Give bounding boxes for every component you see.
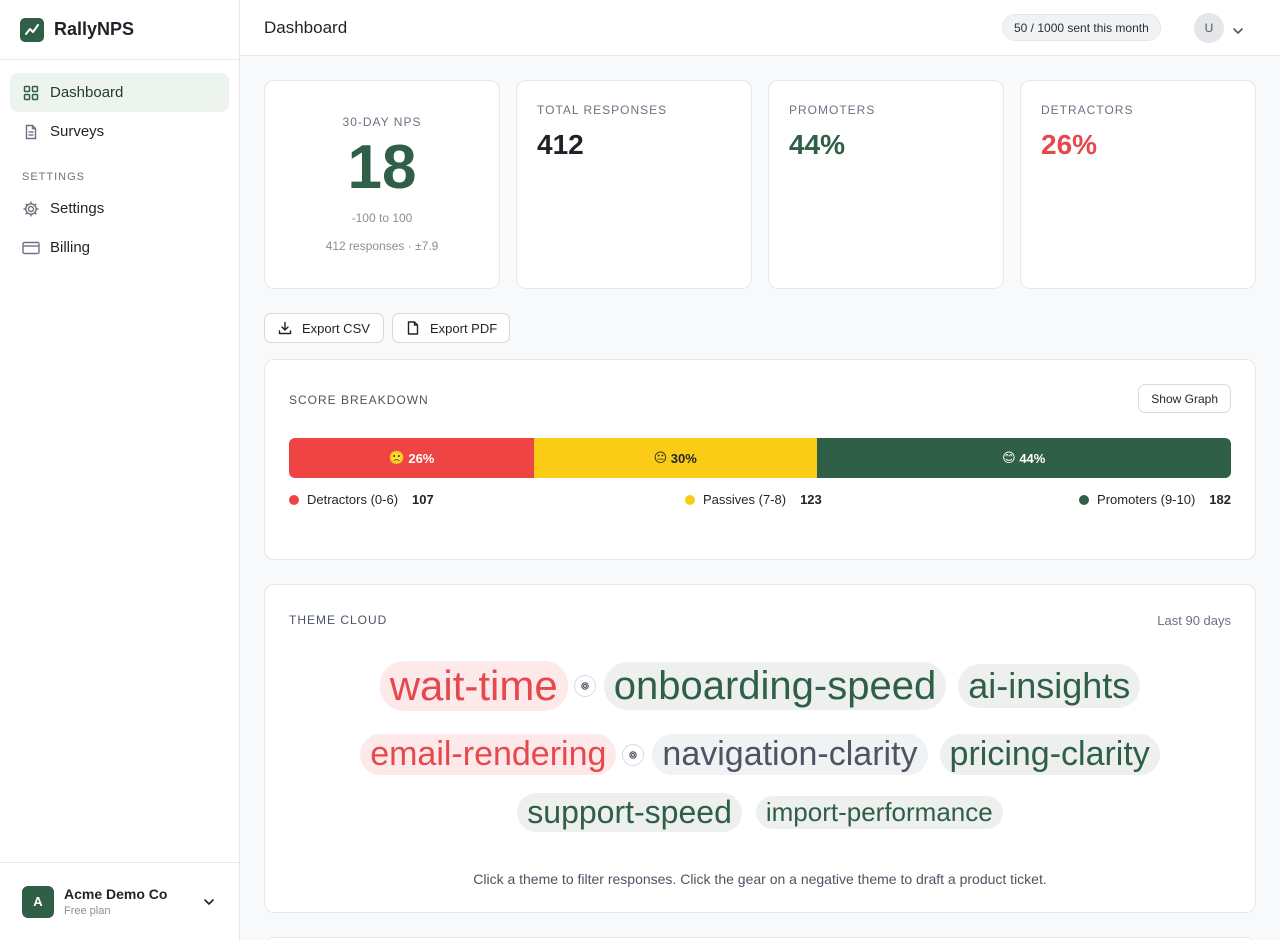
- brand-name: RallyNPS: [54, 19, 135, 39]
- nps-meta: 412 responses · ±7.9: [325, 239, 439, 253]
- segment-label: 44%: [1019, 450, 1046, 466]
- credit-card-icon: [22, 239, 40, 257]
- show-graph-button[interactable]: Show Graph: [1138, 384, 1231, 413]
- passives-segment[interactable]: 😐 30%: [533, 438, 817, 478]
- nps-range: -100 to 100: [351, 211, 413, 225]
- theme-row: email-rendering navigation-clarity prici…: [265, 734, 1255, 776]
- export-csv-label: Export CSV: [302, 320, 370, 336]
- page-title: Dashboard: [264, 17, 348, 37]
- nps-card: 30-DAY NPS 18 -100 to 100 412 responses …: [264, 80, 500, 289]
- score-bar: 🙁 26% 😐 30% 😊 44%: [289, 438, 1231, 478]
- user-avatar[interactable]: U: [1194, 13, 1224, 43]
- segment-label: 26%: [408, 450, 435, 466]
- theme-cloud-title: THEME CLOUD: [289, 613, 388, 627]
- legend-promoters: Promoters (9-10) 182: [1079, 492, 1231, 507]
- main-content: 30-DAY NPS 18 -100 to 100 412 responses …: [240, 56, 1280, 940]
- export-pdf-button[interactable]: Export PDF: [392, 313, 510, 343]
- legend-passives: Passives (7-8) 123: [685, 492, 822, 507]
- grid-icon: [22, 84, 40, 102]
- gear-icon[interactable]: [622, 743, 645, 766]
- sidebar-item-billing[interactable]: Billing: [10, 228, 229, 267]
- gear-icon[interactable]: [573, 675, 596, 698]
- segment-label: 30%: [670, 450, 697, 466]
- sidebar-item-surveys[interactable]: Surveys: [10, 112, 229, 151]
- trend-up-icon: [20, 17, 44, 42]
- chevron-down-icon[interactable]: [1232, 22, 1244, 40]
- theme-tag-import-performance[interactable]: import-performance: [755, 796, 1003, 829]
- theme-row: support-speed import-performance: [265, 793, 1255, 833]
- detractors-segment[interactable]: 🙁 26%: [289, 438, 534, 478]
- stat-label: DETRACTORS: [1041, 103, 1134, 117]
- sidebar-item-label: Surveys: [50, 123, 105, 140]
- chevron-down-icon: [203, 893, 215, 911]
- download-icon: [278, 321, 292, 335]
- document-icon: [22, 123, 40, 141]
- promoters-segment[interactable]: 😊 44%: [816, 438, 1231, 478]
- account-name: Acme Demo Co: [64, 886, 168, 902]
- theme-row: wait-time onboarding-speed ai-insights: [265, 661, 1255, 712]
- theme-tag-pricing-clarity[interactable]: pricing-clarity: [939, 734, 1160, 776]
- topbar: Dashboard 50 / 1000 sent this month U: [240, 0, 1280, 56]
- account-plan: Free plan: [64, 905, 111, 917]
- date-range-label: Last 90 days: [1157, 613, 1231, 628]
- stat-label: TOTAL RESPONSES: [537, 103, 668, 117]
- sidebar-item-label: Settings: [50, 200, 105, 217]
- sidebar-section-settings: SETTINGS: [22, 171, 86, 183]
- sidebar-item-label: Billing: [50, 239, 91, 256]
- legend-count: 182: [1209, 492, 1231, 507]
- legend-detractors: Detractors (0-6) 107: [289, 492, 434, 507]
- theme-tag-support-speed[interactable]: support-speed: [517, 793, 742, 833]
- theme-cloud-card: THEME CLOUD Last 90 days wait-time onboa…: [264, 584, 1256, 913]
- export-pdf-label: Export PDF: [430, 320, 498, 336]
- nps-value: 18: [347, 133, 417, 202]
- segment-emoji: 😊: [1002, 450, 1016, 465]
- theme-tag-ai-insights[interactable]: ai-insights: [958, 664, 1141, 708]
- export-csv-button[interactable]: Export CSV: [264, 313, 384, 343]
- stat-value: 26%: [1041, 129, 1098, 160]
- legend-dot: [289, 494, 299, 505]
- account-avatar: A: [22, 885, 54, 918]
- gear-icon: [22, 200, 40, 218]
- theme-cloud-hint: Click a theme to filter responses. Click…: [473, 871, 1047, 887]
- score-breakdown-card: SCORE BREAKDOWN Show Graph 🙁 26% 😐 30% 😊…: [264, 359, 1256, 560]
- legend-dot: [1079, 494, 1090, 505]
- legend-count: 123: [800, 492, 822, 507]
- total-responses-card: TOTAL RESPONSES 412: [516, 80, 752, 289]
- promoters-card: PROMOTERS 44%: [768, 80, 1004, 289]
- legend-label: Detractors (0-6): [307, 492, 399, 507]
- detractors-card: DETRACTORS 26%: [1020, 80, 1256, 289]
- sidebar-nav: Dashboard Surveys SETTINGS Settings Bill…: [0, 60, 239, 267]
- legend-label: Passives (7-8): [703, 492, 787, 507]
- theme-tag-onboarding-speed[interactable]: onboarding-speed: [603, 662, 947, 711]
- legend-dot: [685, 494, 695, 505]
- theme-tag-navigation-clarity[interactable]: navigation-clarity: [652, 734, 928, 776]
- stat-value: 412: [537, 129, 584, 160]
- legend-label: Promoters (9-10): [1097, 492, 1196, 507]
- sidebar-item-settings[interactable]: Settings: [10, 189, 229, 228]
- legend-count: 107: [412, 492, 434, 507]
- theme-tag-email-rendering[interactable]: email-rendering: [360, 734, 617, 776]
- theme-tag-wait-time[interactable]: wait-time: [379, 661, 568, 712]
- brand[interactable]: RallyNPS: [0, 0, 239, 60]
- file-icon: [406, 321, 420, 335]
- stat-value: 44%: [789, 129, 846, 160]
- nps-label: 30-DAY NPS: [342, 115, 422, 129]
- account-switcher[interactable]: A Acme Demo Co Free plan: [0, 862, 239, 940]
- stat-label: PROMOTERS: [789, 103, 876, 117]
- segment-emoji: 🙁: [388, 450, 405, 465]
- sidebar-item-dashboard[interactable]: Dashboard: [10, 73, 229, 112]
- sidebar: RallyNPS Dashboard Surveys SETTINGS Sett…: [0, 0, 240, 940]
- score-breakdown-title: SCORE BREAKDOWN: [289, 393, 429, 407]
- quota-badge: 50 / 1000 sent this month: [1002, 14, 1161, 41]
- sidebar-item-label: Dashboard: [50, 84, 124, 101]
- segment-emoji: 😐: [653, 450, 668, 465]
